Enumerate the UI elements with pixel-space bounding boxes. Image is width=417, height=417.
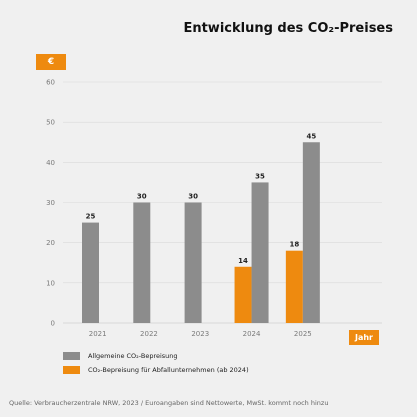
data-label: 30 bbox=[137, 193, 147, 201]
legend-label: Allgemeine CO₂-Bepreisung bbox=[88, 352, 178, 360]
chart-title: Entwicklung des CO₂-Preises bbox=[183, 21, 393, 36]
bar-allgemeine-2021 bbox=[82, 222, 99, 323]
x-tick-label: 2024 bbox=[243, 330, 261, 338]
x-tick-label: 2025 bbox=[294, 330, 312, 338]
bar-allgemeine-2023 bbox=[184, 202, 202, 323]
y-tick-label: 30 bbox=[46, 199, 55, 207]
bar-allgemeine-2022 bbox=[133, 202, 151, 323]
legend-swatch-gray bbox=[63, 352, 80, 360]
legend-item-allgemeine: Allgemeine CO₂-Bepreisung bbox=[63, 352, 178, 360]
data-label: 18 bbox=[289, 241, 299, 249]
y-tick-label: 0 bbox=[51, 320, 55, 328]
x-axis-label-badge: Jahr bbox=[349, 330, 379, 345]
legend-swatch-orange bbox=[63, 366, 80, 374]
data-labels: 25 30 30 14 35 18 45 bbox=[86, 132, 317, 265]
legend-item-abfall: CO₂-Bepreisung für Abfallunternehmen (ab… bbox=[63, 366, 249, 374]
bar-allgemeine-2024 bbox=[251, 182, 269, 323]
data-label: 45 bbox=[306, 132, 316, 140]
gridlines bbox=[63, 81, 382, 324]
bars bbox=[82, 142, 320, 323]
data-label: 35 bbox=[255, 172, 265, 180]
data-label: 14 bbox=[238, 257, 248, 265]
y-tick-labels: 0 10 20 30 40 50 60 bbox=[46, 79, 55, 328]
y-tick-label: 60 bbox=[46, 79, 55, 87]
x-tick-labels: 2021 2022 2023 2024 2025 bbox=[89, 330, 312, 338]
data-label: 25 bbox=[86, 213, 96, 221]
bar-abfall-2025 bbox=[285, 250, 303, 323]
bar-abfall-2024 bbox=[234, 266, 252, 323]
y-tick-label: 10 bbox=[46, 279, 55, 287]
x-tick-label: 2023 bbox=[191, 330, 209, 338]
y-axis-unit-badge: € bbox=[36, 54, 66, 70]
bar-allgemeine-2025 bbox=[302, 142, 320, 323]
source-note: Quelle: Verbraucherzentrale NRW, 2023 / … bbox=[9, 399, 329, 407]
x-tick-label: 2022 bbox=[140, 330, 158, 338]
x-tick-label: 2021 bbox=[89, 330, 107, 338]
y-tick-label: 40 bbox=[46, 159, 55, 167]
legend-label: CO₂-Bepreisung für Abfallunternehmen (ab… bbox=[88, 366, 249, 374]
y-tick-label: 20 bbox=[46, 239, 55, 247]
data-label: 30 bbox=[188, 193, 198, 201]
y-tick-label: 50 bbox=[46, 119, 55, 127]
